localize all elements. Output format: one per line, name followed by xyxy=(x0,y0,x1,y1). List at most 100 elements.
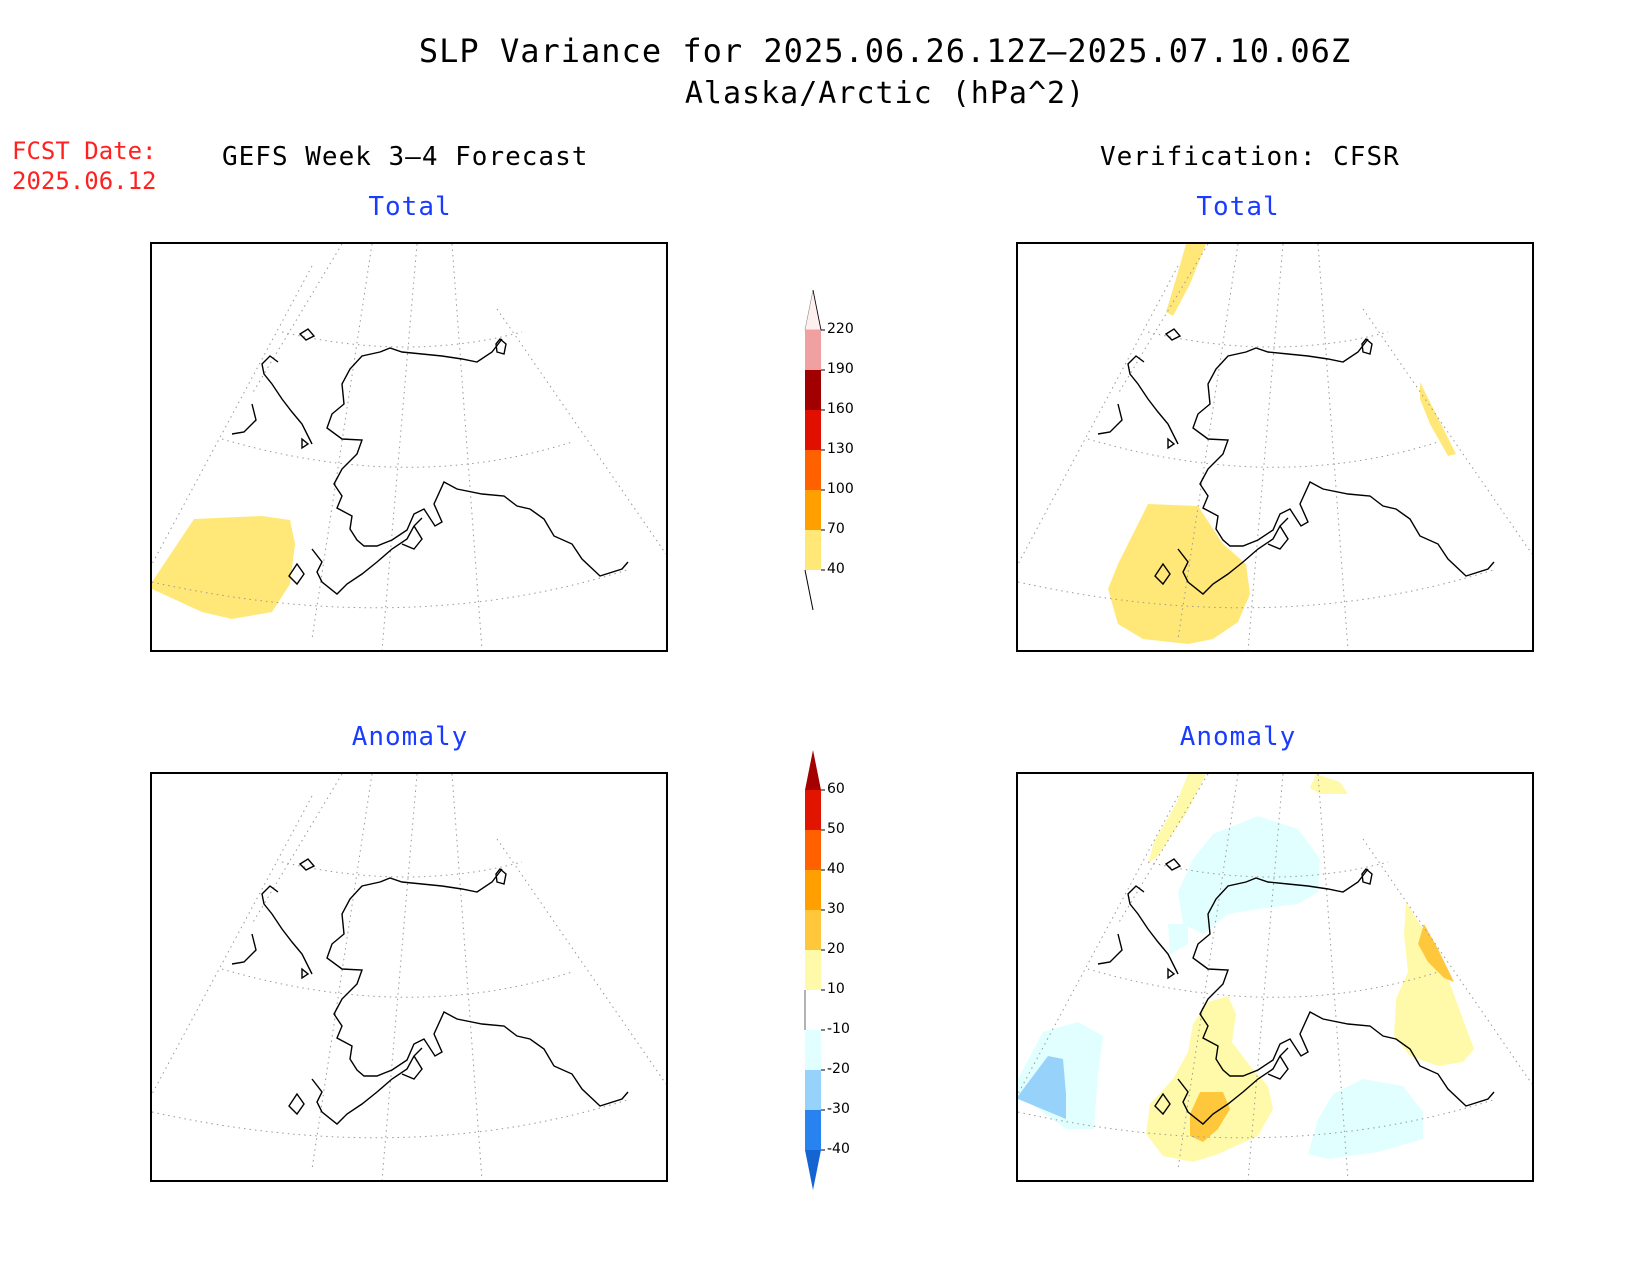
colorbar-tick-label: 20 xyxy=(827,941,845,957)
graticule-line xyxy=(1317,244,1349,650)
coastline-segment xyxy=(261,885,313,975)
coastline-segment xyxy=(1177,517,1289,595)
coastline-segment xyxy=(401,1055,423,1080)
colorbar-tick-label: -40 xyxy=(827,1141,850,1157)
graticule-line xyxy=(1177,774,1239,1170)
colorbar-tick-label: 100 xyxy=(827,481,854,497)
colorbar-segment xyxy=(805,1030,821,1070)
coastline-segment xyxy=(1361,338,1373,355)
colorbar-tick-label: 70 xyxy=(827,521,845,537)
graticule-line xyxy=(311,244,373,640)
colorbar-segment xyxy=(805,790,821,830)
fcst-date-value: 2025.06.12 xyxy=(12,167,157,195)
coastline-segment xyxy=(298,858,316,871)
lat-lon-grid xyxy=(152,244,666,650)
alaska-coastline xyxy=(231,328,629,595)
colorbar-segment xyxy=(805,1110,821,1150)
graticule-line xyxy=(496,308,666,555)
coastline-segment xyxy=(1127,885,1179,975)
graticule-line xyxy=(1362,838,1532,1085)
graticule-line xyxy=(1247,244,1284,650)
map-verification-anomaly xyxy=(1016,772,1534,1182)
colorbar-segment xyxy=(804,289,822,331)
graticule-line xyxy=(221,968,573,998)
coastline-segment xyxy=(326,868,629,1107)
colorbar-tick-label: 130 xyxy=(827,441,854,457)
coastline-segment xyxy=(311,1047,423,1125)
colorbar-tick-label: 10 xyxy=(827,981,845,997)
coastline-segment xyxy=(288,1092,305,1116)
colorbar-segment xyxy=(805,990,821,1030)
colorbar-tick-label: -30 xyxy=(827,1101,850,1117)
forecast-column-title: GEFS Week 3–4 Forecast xyxy=(222,142,589,172)
anomaly-colorbar-bar xyxy=(804,750,825,1190)
map-verification-total xyxy=(1016,242,1534,652)
map-forecast-anomaly xyxy=(150,772,668,1182)
colorbar-tick-label: 220 xyxy=(827,321,854,337)
map-verification-anomaly-canvas xyxy=(1018,774,1532,1180)
coastline-segment xyxy=(495,868,507,885)
anomaly-colorbar xyxy=(804,750,825,1190)
coastline-segment xyxy=(1097,933,1123,965)
graticule-line xyxy=(451,774,483,1180)
colorbar-segment xyxy=(805,950,821,990)
colorbar-tick-label: 50 xyxy=(827,821,845,837)
anomaly-contour-minus-10 xyxy=(1168,924,1188,954)
coastline-segment xyxy=(1154,1092,1171,1116)
graticule-line xyxy=(1247,774,1284,1180)
graticule-line xyxy=(1177,244,1239,640)
figure-title: SLP Variance for 2025.06.26.12Z–2025.07.… xyxy=(418,32,1352,70)
colorbar-segment xyxy=(805,1070,821,1110)
map-verification-total-canvas xyxy=(1018,244,1532,650)
graticule-line xyxy=(1087,968,1439,998)
fcst-date-label: FCST Date: 2025.06.12 xyxy=(12,136,157,196)
graticule-line xyxy=(1018,569,1494,609)
variance-contour-40-70 xyxy=(152,516,295,619)
graticule-line xyxy=(1018,265,1179,565)
anomaly-contour-minus-10 xyxy=(1178,816,1320,934)
coastline-segment xyxy=(1127,355,1179,445)
coastline-segment xyxy=(326,338,629,577)
graticule-line xyxy=(311,774,373,1170)
anomaly-contour-minus-10 xyxy=(1308,1079,1423,1159)
graticule-line xyxy=(152,265,313,565)
variance-contour-40-70 xyxy=(1166,244,1206,316)
coastline-segment xyxy=(1164,858,1182,871)
graticule-line xyxy=(496,838,666,1085)
alaska-coastline xyxy=(1097,858,1495,1125)
total-colorbar-bar xyxy=(804,289,825,611)
graticule-line xyxy=(1018,795,1179,1095)
fcst-date-caption: FCST Date: xyxy=(12,137,157,165)
coastline-segment xyxy=(301,437,310,450)
map-forecast-total xyxy=(150,242,668,652)
figure-subtitle: Alaska/Arctic (hPa^2) xyxy=(684,76,1086,111)
coastline-segment xyxy=(1267,1055,1289,1080)
graticule-line xyxy=(381,244,418,650)
coastline-segment xyxy=(298,328,316,341)
coastline-segment xyxy=(231,403,257,435)
colorbar-segment xyxy=(805,370,821,410)
colorbar-segment xyxy=(805,1150,821,1190)
coastline-segment xyxy=(1164,328,1182,341)
graticule-line xyxy=(221,438,573,468)
colorbar-tick-label: 160 xyxy=(827,401,854,417)
colorbar-edge xyxy=(812,289,822,331)
coastline-segment xyxy=(1192,338,1495,577)
map-forecast-anomaly-canvas xyxy=(152,774,666,1180)
coastline-segment xyxy=(231,933,257,965)
graticule-line xyxy=(251,774,343,925)
anomaly-contour-minus-20 xyxy=(1018,1056,1066,1119)
graticule-line xyxy=(152,795,313,1095)
graticule-line xyxy=(1087,438,1439,468)
lat-lon-grid xyxy=(1018,244,1532,650)
total-colorbar xyxy=(804,289,825,611)
panel-title-forecast-total: Total xyxy=(368,192,452,222)
colorbar-segment xyxy=(805,330,821,370)
colorbar-segment xyxy=(805,910,821,950)
coastline-segment xyxy=(401,525,423,550)
graticule-line xyxy=(152,1099,628,1139)
anomaly-contour-20-30 xyxy=(1418,924,1454,982)
graticule-line xyxy=(451,244,483,650)
colorbar-segment xyxy=(805,530,821,570)
